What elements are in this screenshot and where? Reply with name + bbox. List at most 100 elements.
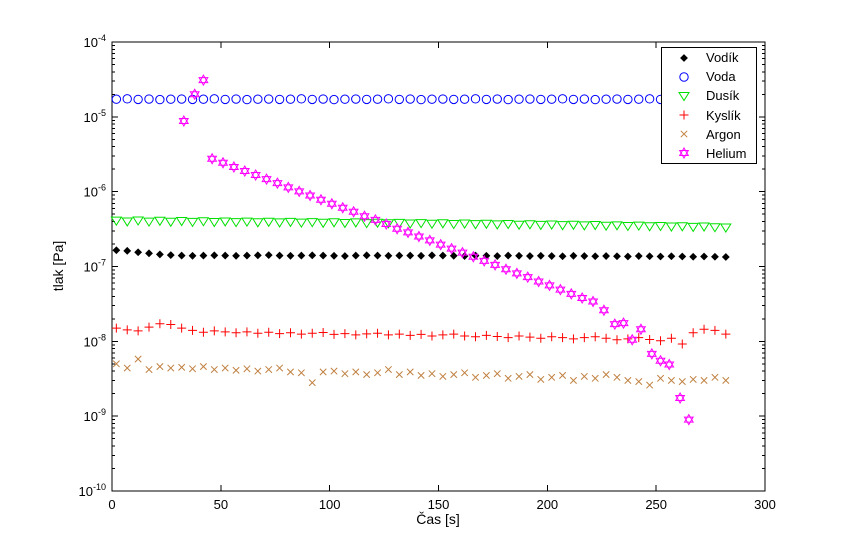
x-marker [504,374,512,382]
circle-marker [416,94,426,105]
hexagram-marker [635,323,647,336]
x-marker [711,373,719,381]
hexagram-marker [293,185,305,198]
legend: Vodík Voda Dusík Kyslík Argon Helium [661,47,757,164]
diamond-marker [634,252,643,260]
circle-marker [536,94,546,105]
y-tick-label: 10-4 [84,33,106,50]
triangle-down-marker [219,217,232,227]
diamond-marker [199,251,208,260]
legend-item-helium: Helium [662,144,756,163]
x-marker [493,370,501,378]
plus-marker [155,319,165,329]
plus-marker [383,330,393,340]
triangle-down-marker [600,221,613,232]
diamond-marker [134,248,143,257]
plus-marker [307,328,317,338]
x-marker [406,368,414,376]
hexagram-marker [566,287,577,300]
triangle-down-marker [491,220,504,230]
plus-marker [460,331,470,341]
triangle-down-marker [578,221,591,231]
plus-marker [209,326,219,336]
x-marker [428,370,436,378]
circle-marker [623,94,633,105]
diamond-marker [286,251,295,260]
diamond-marker [188,251,197,260]
circle-marker [470,94,481,104]
hexagram-marker [435,238,446,251]
hexagram-marker [544,279,555,292]
x-marker [297,369,305,377]
diamond-marker [569,251,578,260]
x-marker [537,375,545,383]
circle-marker [264,94,274,104]
plus-marker [579,333,589,343]
triangle-down-marker [545,220,558,230]
plus-marker [612,335,622,345]
x-marker [221,364,229,372]
plus-marker [188,325,198,335]
hexagram-marker [315,193,327,206]
x-marker [667,376,675,385]
hexagram-marker [206,152,218,165]
plus-marker [340,329,350,339]
triangle-down-marker [208,218,221,228]
x-marker [112,360,120,368]
plus-marker [198,327,208,337]
triangle-down-marker [676,222,689,232]
hexagram-marker [272,177,283,190]
y-tick-label: 10-6 [84,183,106,200]
circle-marker [231,94,241,104]
x-tick-label: 200 [536,497,558,512]
plus-marker [296,329,306,339]
circle-marker [492,94,502,104]
x-marker [461,369,469,377]
x-marker [199,363,207,371]
diamond-marker [680,53,688,62]
diamond-marker [406,251,415,260]
series-Argon [112,355,730,389]
hexagram-marker [457,246,468,259]
triangle-down-marker [719,223,732,233]
triangle-down-marker [458,219,471,229]
x-marker [286,368,295,376]
series-Kyslík [111,319,731,349]
y-tick-label: 10-8 [84,332,106,349]
x-marker [243,365,251,373]
hexagram-marker [533,275,544,288]
y-tick-label: 10-7 [84,258,106,275]
x-tick-label: 150 [428,497,450,512]
plus-marker [503,333,513,343]
diamond-marker [319,251,328,260]
triangle-down-marker [567,220,580,231]
diamond-marker [362,251,371,260]
triangle-down-marker [709,223,721,233]
triangle-down-marker [382,219,395,229]
triangle-down-marker [175,217,188,227]
triangle-down-marker [132,216,145,226]
diamond-marker [330,251,338,260]
x-marker [178,363,186,371]
triangle-down-marker [534,220,547,231]
triangle-down-marker [643,222,656,232]
x-marker [156,363,164,371]
x-marker [123,364,131,372]
triangle-down-marker [164,217,177,228]
triangle-down-marker [513,220,525,231]
diamond-marker [123,246,132,255]
triangle-down-marker [230,218,242,228]
legend-item-voda: Voda [662,67,756,86]
x-marker [330,367,338,375]
plus-marker [656,336,666,346]
legend-item-vodik: Vodík [662,48,756,67]
diamond-marker [210,251,219,260]
triangle-down-marker [273,218,286,228]
triangle-down-marker [317,218,330,229]
circle-marker [679,72,689,82]
plus-marker-icon [662,108,706,122]
hexagram-marker [555,283,566,296]
x-marker [646,381,654,389]
x-marker [188,365,197,373]
x-marker [548,373,556,381]
